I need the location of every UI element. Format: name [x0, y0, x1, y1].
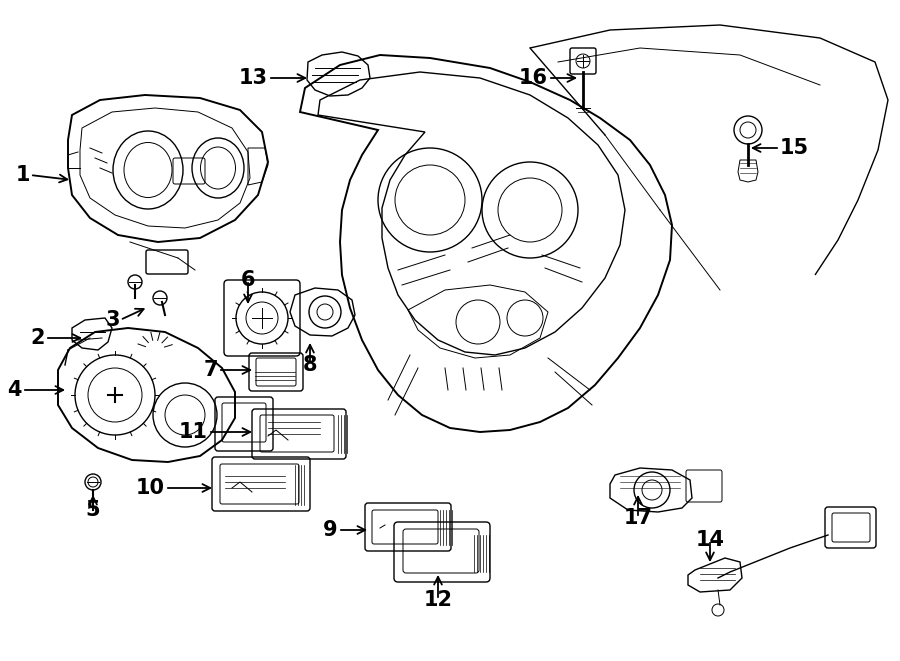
Text: 17: 17: [624, 508, 652, 528]
Text: 1: 1: [15, 165, 30, 185]
Text: 12: 12: [424, 590, 453, 610]
Text: 8: 8: [302, 355, 317, 375]
Text: 13: 13: [239, 68, 268, 88]
Text: 7: 7: [203, 360, 218, 380]
Text: 2: 2: [31, 328, 45, 348]
Text: 4: 4: [7, 380, 22, 400]
Text: 15: 15: [780, 138, 809, 158]
Text: 14: 14: [696, 530, 725, 550]
Text: 16: 16: [519, 68, 548, 88]
Text: 6: 6: [241, 270, 256, 290]
Text: 11: 11: [179, 422, 208, 442]
Text: 5: 5: [86, 500, 100, 520]
Text: 10: 10: [136, 478, 165, 498]
Text: 3: 3: [105, 310, 120, 330]
Text: 9: 9: [323, 520, 338, 540]
